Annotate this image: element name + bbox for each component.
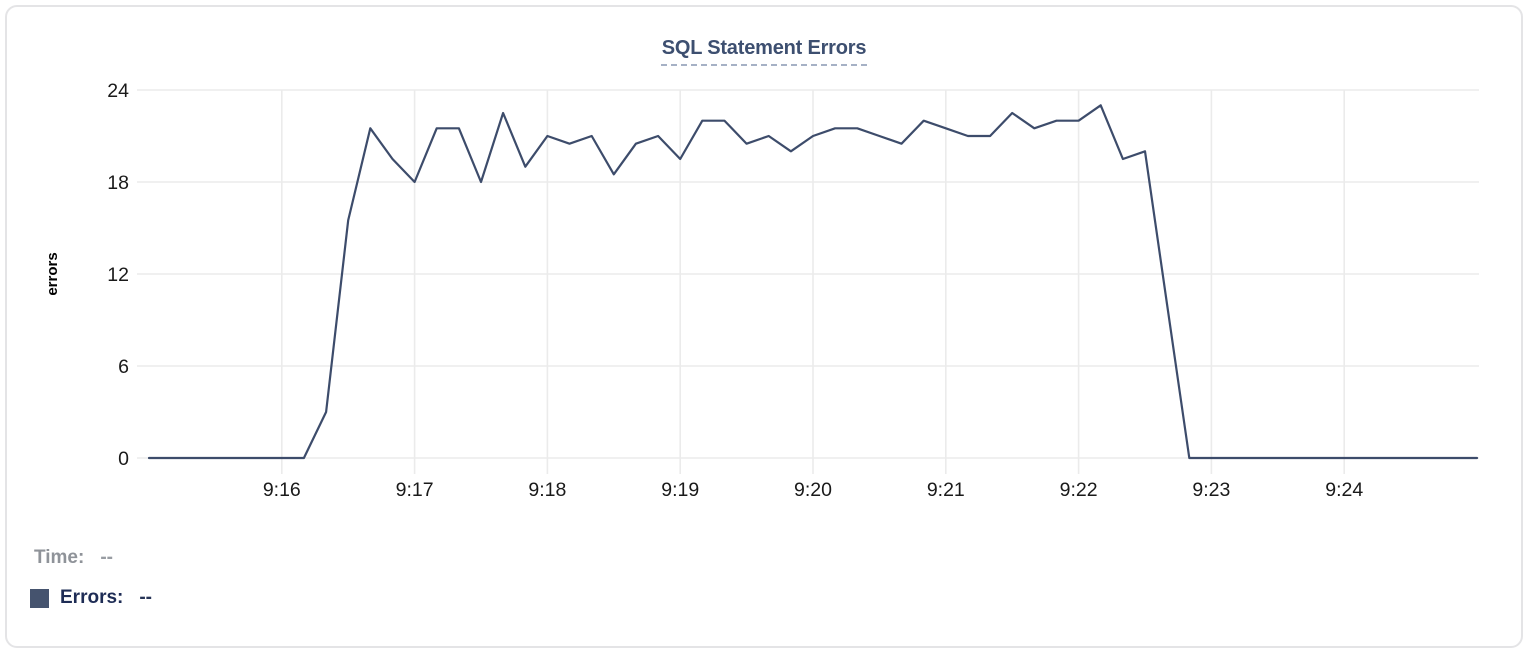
y-tick-label-18: 18 (107, 172, 129, 194)
x-tick-label-9:18: 9:18 (528, 479, 566, 501)
errors-value: -- (139, 587, 153, 608)
series-line-errors (147, 104, 1479, 460)
grid-lines (137, 89, 1479, 474)
y-axis-title: errors (44, 252, 61, 295)
errors-series-swatch (30, 588, 49, 608)
chart-title: SQL Statement Errors (660, 37, 868, 66)
y-tick-label-0: 0 (118, 448, 129, 470)
y-tick-label-24: 24 (107, 80, 129, 102)
tooltip-errors-row: Errors: -- (30, 587, 152, 609)
y-tick-label-6: 6 (118, 356, 129, 378)
axis-tick-labels: 0 6 12 18 24 9:16 9:17 9:18 9:19 9:20 9:21 9:22 9:23… (107, 80, 1363, 501)
time-value: -- (100, 547, 113, 568)
chart-card: SQL Statement Errors 0 6 12 18 24 9:16 9:17 9:1… (5, 5, 1523, 648)
x-tick-label-9:21: 9:21 (927, 479, 965, 501)
x-tick-label-9:22: 9:22 (1060, 479, 1098, 501)
time-label: Time: (34, 547, 85, 568)
x-tick-label-9:23: 9:23 (1192, 479, 1230, 501)
x-tick-label-9:24: 9:24 (1325, 479, 1363, 501)
chart-header: SQL Statement Errors (7, 37, 1521, 66)
y-tick-label-12: 12 (107, 264, 129, 286)
x-tick-label-9:20: 9:20 (794, 479, 832, 501)
x-tick-label-9:19: 9:19 (661, 479, 699, 501)
tooltip-time-row: Time: -- (34, 547, 113, 569)
x-tick-label-9:17: 9:17 (396, 479, 434, 501)
errors-line-chart[interactable]: 0 6 12 18 24 9:16 9:17 9:18 9:19 9:20 9:21 9:22 9:23… (7, 7, 1525, 650)
errors-label: Errors: (60, 587, 124, 608)
x-tick-label-9:16: 9:16 (263, 479, 301, 501)
